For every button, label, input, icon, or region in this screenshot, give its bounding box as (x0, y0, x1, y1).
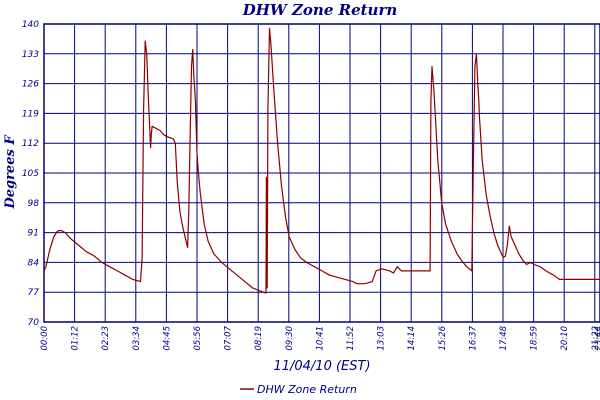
y-tick-label: 98 (28, 199, 40, 209)
y-tick-label: 84 (28, 258, 40, 268)
chart-title: DHW Zone Return (242, 1, 398, 19)
x-tick-label: 05:56 (193, 325, 203, 350)
x-tick-label: 00:00 (40, 326, 50, 351)
x-tick-label: 09:30 (285, 326, 295, 351)
y-tick-label: 119 (22, 109, 39, 119)
y-tick-label: 133 (22, 50, 39, 60)
x-tick-label: 03:34 (132, 326, 142, 351)
x-axis-label: 11/04/10 (EST) (273, 359, 370, 374)
x-tick-label: 15:26 (438, 325, 448, 350)
x-tick-label: 14:14 (407, 326, 417, 351)
x-tick-labels: 00:00 01:12 02:23 03:34 04:45 05:56 07:07 08:19… (40, 325, 600, 350)
legend-entry: DHW Zone Return (257, 383, 357, 396)
y-tick-label: 112 (22, 139, 39, 149)
x-tick-label: 20:10 (560, 326, 570, 351)
x-tick-label: 16:37 (468, 325, 478, 350)
series-line-dhw-zone-return (43, 27, 600, 294)
x-tick-label: 01:12 (71, 326, 81, 351)
x-tick-label: 13:03 (377, 326, 387, 351)
x-tick-label: 17:48 (499, 325, 509, 350)
x-tick-label: 10:41 (315, 326, 325, 351)
x-tick-label: 23:44 (594, 326, 600, 351)
x-tick-label: 18:59 (530, 326, 540, 351)
x-tick-label: 02:23 (101, 326, 111, 351)
x-tick-label: 07:07 (224, 325, 234, 350)
x-tick-label: 11:52 (346, 326, 356, 351)
y-tick-label: 105 (22, 169, 39, 179)
gridlines (44, 24, 600, 322)
x-tick-label: 04:45 (162, 326, 172, 351)
plot-frame (43, 23, 600, 323)
y-tick-labels: 70 77 84 91 98 105 112 119 126 133 140 (22, 20, 39, 328)
x-tick-label: 21:22 (591, 326, 600, 351)
y-tick-label: 70 (28, 318, 40, 328)
y-tick-label: 140 (22, 20, 39, 30)
x-tick-label: 08:19 (254, 326, 264, 351)
plot-area (43, 23, 600, 323)
y-tick-label: 91 (28, 229, 39, 239)
y-tick-label: 77 (28, 288, 40, 298)
y-tick-label: 126 (22, 80, 39, 90)
legend: DHW Zone Return (240, 383, 357, 396)
y-axis-label: Degrees F (3, 135, 18, 210)
